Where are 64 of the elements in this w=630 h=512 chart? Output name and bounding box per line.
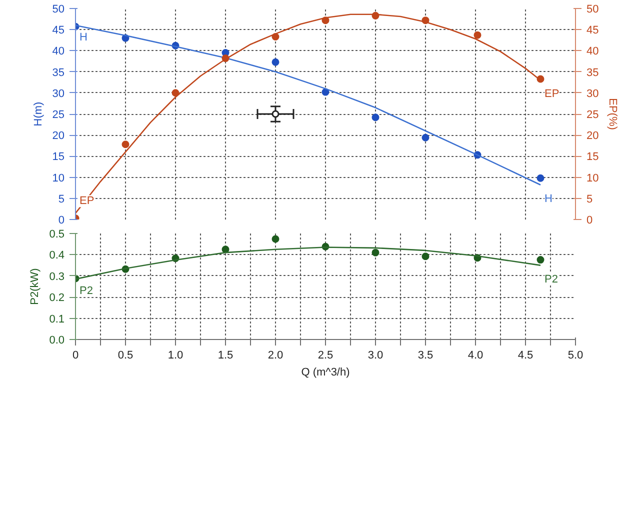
y-tick-label: 20: [52, 130, 65, 142]
x-tick-label: 4.0: [468, 350, 484, 362]
point: [372, 114, 380, 122]
y-tick-label: 0.5: [49, 228, 65, 240]
y-tick-label: 5: [58, 193, 65, 206]
y-tick-label: 45: [52, 24, 65, 37]
line-series: [76, 24, 542, 186]
y2-tick-label: 25: [586, 109, 599, 121]
x-tick-label: 0: [72, 350, 79, 362]
y-tick-label: 15: [52, 151, 65, 164]
y-tick-label: 40: [52, 46, 65, 58]
x-tick-label: 1.0: [168, 350, 184, 362]
y2-tick-label: 5: [586, 193, 593, 206]
point: [322, 88, 330, 96]
x-tick-label: 2.0: [268, 350, 284, 362]
y-tick-label: 35: [52, 66, 65, 79]
y-tick-label: 0.3: [49, 270, 65, 283]
y2-tick-label: 15: [586, 151, 599, 164]
y-tick-label: 30: [52, 88, 65, 100]
y-tick-label: 10: [52, 172, 65, 184]
y-tick-label: 50: [52, 4, 65, 16]
y2-tick-label: 0: [586, 214, 593, 226]
y2-tick-label: 30: [586, 88, 599, 100]
point: [536, 174, 544, 182]
y-axis-title: H(m): [32, 102, 44, 126]
point: [272, 110, 280, 118]
y-tick-label: 0.1: [49, 313, 65, 326]
series-label: P2: [80, 285, 93, 298]
point: [272, 235, 280, 243]
point: [422, 252, 430, 260]
point: [122, 140, 130, 148]
y-tick-label: 0: [58, 214, 65, 226]
text: H: [544, 192, 552, 205]
y2-tick-label: 20: [586, 130, 599, 142]
point: [536, 256, 544, 264]
x-tick-label: 4.5: [518, 350, 534, 362]
x-tick-label: 3.0: [368, 350, 384, 362]
text: EP: [544, 88, 560, 100]
x-tick-label: 1.5: [218, 350, 234, 362]
y2-tick-label: 50: [586, 4, 599, 16]
series-label: H: [80, 31, 88, 44]
y2-tick-label: 45: [586, 24, 599, 37]
y2-tick-label: 35: [586, 66, 599, 79]
series-label: EP: [80, 195, 94, 208]
y-tick-label: 0.2: [49, 292, 65, 304]
x-axis-title: Q (m^3/h): [301, 366, 350, 378]
point: [222, 246, 230, 254]
y-tick-label: 25: [52, 109, 65, 121]
y2-tick-label: 40: [586, 46, 599, 58]
point: [474, 31, 482, 39]
x-tick-label: 0.5: [118, 350, 134, 362]
point: [172, 89, 180, 97]
point: [422, 134, 430, 142]
y-axis-title: P2(kW): [29, 268, 42, 305]
y-tick-label: 0.4: [49, 250, 65, 262]
y2-axis-title: EP(%): [606, 98, 619, 130]
x-tick-label: 2.5: [318, 350, 334, 362]
y-tick-label: 0.0: [49, 334, 65, 346]
text: P2: [544, 273, 558, 286]
point: [372, 248, 380, 256]
x-tick-label: 3.5: [418, 350, 434, 362]
y2-tick-label: 10: [586, 172, 599, 184]
x-tick-label: 5.0: [568, 350, 584, 362]
point: [272, 58, 280, 66]
